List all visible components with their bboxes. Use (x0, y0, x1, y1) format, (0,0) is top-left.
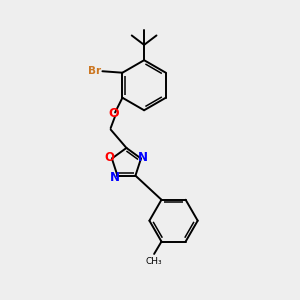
Text: CH₃: CH₃ (146, 257, 162, 266)
Text: N: N (138, 151, 148, 164)
Text: Br: Br (88, 66, 100, 76)
Text: O: O (108, 106, 119, 119)
Text: O: O (104, 152, 115, 164)
Text: N: N (110, 171, 119, 184)
